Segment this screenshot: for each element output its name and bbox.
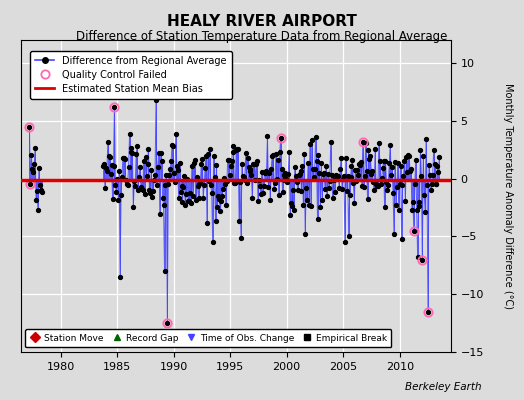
Text: Berkeley Earth: Berkeley Earth bbox=[406, 382, 482, 392]
Legend: Station Move, Record Gap, Time of Obs. Change, Empirical Break: Station Move, Record Gap, Time of Obs. C… bbox=[26, 329, 391, 348]
Text: Difference of Station Temperature Data from Regional Average: Difference of Station Temperature Data f… bbox=[77, 30, 447, 43]
Y-axis label: Monthly Temperature Anomaly Difference (°C): Monthly Temperature Anomaly Difference (… bbox=[503, 83, 513, 309]
Text: HEALY RIVER AIRPORT: HEALY RIVER AIRPORT bbox=[167, 14, 357, 29]
